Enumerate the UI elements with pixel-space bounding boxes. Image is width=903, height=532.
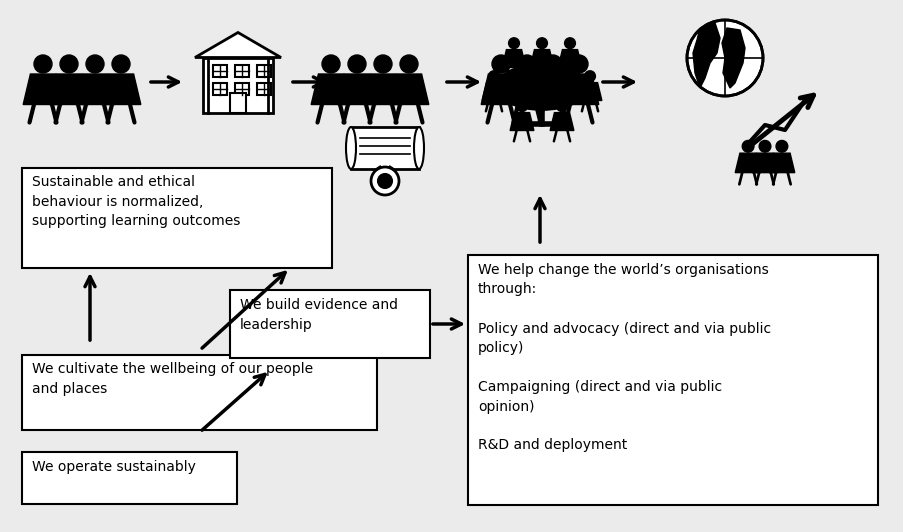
Circle shape — [491, 55, 509, 73]
Bar — [468, 255, 877, 505]
Circle shape — [348, 55, 366, 73]
Bar — [235, 82, 248, 95]
Polygon shape — [23, 74, 62, 104]
Circle shape — [370, 167, 398, 195]
Circle shape — [517, 55, 535, 73]
Bar — [22, 452, 237, 504]
Ellipse shape — [414, 127, 424, 169]
Circle shape — [86, 55, 104, 73]
Circle shape — [112, 55, 130, 73]
Polygon shape — [509, 113, 534, 130]
Polygon shape — [557, 49, 582, 68]
Circle shape — [374, 55, 392, 73]
Polygon shape — [768, 153, 794, 172]
Polygon shape — [529, 49, 554, 68]
Polygon shape — [721, 28, 744, 88]
Circle shape — [759, 140, 770, 152]
Polygon shape — [337, 74, 377, 104]
Circle shape — [556, 101, 567, 112]
Circle shape — [544, 55, 562, 73]
Circle shape — [564, 38, 575, 48]
Circle shape — [584, 71, 595, 81]
Bar — [256, 82, 271, 95]
Circle shape — [775, 140, 787, 152]
Ellipse shape — [346, 127, 356, 169]
Text: Sustainable and ethical
behaviour is normalized,
supporting learning outcomes: Sustainable and ethical behaviour is nor… — [32, 175, 240, 228]
Text: We cultivate the wellbeing of our people
and places: We cultivate the wellbeing of our people… — [32, 362, 312, 395]
Polygon shape — [501, 49, 526, 68]
Polygon shape — [693, 23, 719, 88]
Polygon shape — [363, 74, 403, 104]
Bar — [229, 290, 430, 358]
Circle shape — [399, 55, 417, 73]
Polygon shape — [101, 74, 141, 104]
Polygon shape — [311, 74, 350, 104]
Circle shape — [508, 38, 519, 48]
Polygon shape — [578, 82, 601, 101]
Circle shape — [516, 101, 526, 112]
Polygon shape — [75, 74, 115, 104]
Text: We build evidence and
leadership: We build evidence and leadership — [239, 298, 397, 331]
Polygon shape — [550, 113, 573, 130]
Circle shape — [488, 71, 498, 81]
Bar — [350, 127, 418, 169]
Circle shape — [741, 140, 753, 152]
Circle shape — [686, 20, 762, 96]
Polygon shape — [480, 74, 520, 104]
Polygon shape — [734, 153, 760, 172]
Circle shape — [34, 55, 52, 73]
Bar — [203, 57, 273, 112]
Circle shape — [570, 55, 587, 73]
Bar — [22, 355, 377, 430]
Polygon shape — [389, 74, 428, 104]
Polygon shape — [559, 74, 598, 104]
Polygon shape — [533, 74, 573, 104]
Circle shape — [60, 55, 78, 73]
Bar — [22, 168, 331, 268]
Polygon shape — [751, 153, 777, 172]
Ellipse shape — [497, 64, 586, 110]
Bar — [229, 93, 246, 112]
Bar — [213, 64, 227, 77]
Polygon shape — [507, 74, 546, 104]
Polygon shape — [195, 32, 281, 57]
Polygon shape — [481, 82, 506, 101]
Bar — [235, 64, 248, 77]
Circle shape — [377, 174, 392, 188]
Text: We operate sustainably: We operate sustainably — [32, 460, 196, 474]
Circle shape — [536, 38, 547, 48]
Circle shape — [321, 55, 340, 73]
Bar — [256, 64, 271, 77]
Polygon shape — [49, 74, 88, 104]
Text: We help change the world’s organisations
through:

Policy and advocacy (direct a: We help change the world’s organisations… — [478, 263, 770, 453]
Bar — [213, 82, 227, 95]
